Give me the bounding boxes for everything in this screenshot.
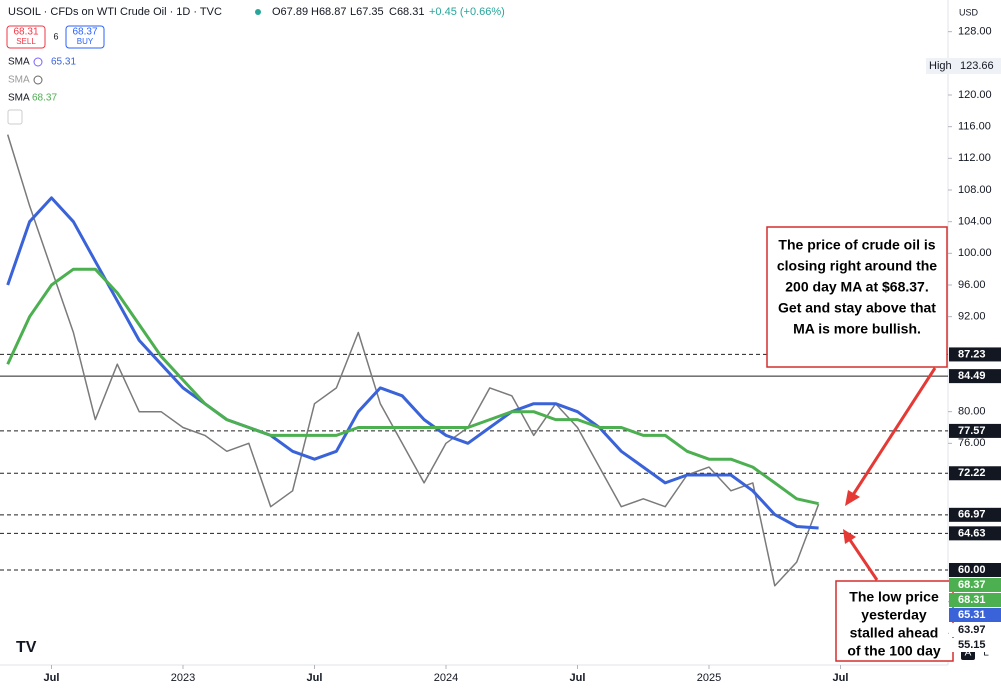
price-tag <box>949 608 1001 622</box>
auto-label: A <box>965 648 972 659</box>
annotation-text: 200 day MA at $68.37. <box>785 279 928 295</box>
indicator-name: SMA <box>8 57 30 68</box>
ohlc-open: O67.89 <box>272 6 308 18</box>
price-tag <box>949 423 1001 438</box>
price-tag-label: 68.31 <box>958 594 986 606</box>
x-tick-label: Jul <box>833 672 849 684</box>
price-tag-label: 84.49 <box>958 370 986 382</box>
header: USOIL · CFDs on WTI Crude Oil · 1D · TVC… <box>6 6 979 656</box>
price-tag <box>949 507 1001 522</box>
annotation-text: Get and stay above that <box>778 300 936 316</box>
annotation-box <box>835 580 954 662</box>
buy-button[interactable] <box>65 25 105 49</box>
plot <box>0 134 948 587</box>
price-tag <box>949 369 1001 384</box>
indicator-name: SMA <box>8 93 30 104</box>
annotation-text: of the 100 day <box>847 643 941 659</box>
arrow <box>849 367 937 499</box>
ohlc-close: C68.31 <box>389 6 424 18</box>
x-tick-label: Jul <box>307 672 323 684</box>
high-tag <box>926 58 1001 75</box>
ohlc-high: H68.87 <box>311 6 346 18</box>
ohlc-change: +0.45 (+0.66%) <box>429 6 505 18</box>
ohlc-low: L67.35 <box>350 6 384 18</box>
price-tag-label: 60.00 <box>958 564 986 576</box>
sell-price: 68.31 <box>13 27 38 38</box>
annotation-box <box>766 226 948 368</box>
y-tick-label: 96.00 <box>958 279 986 291</box>
arrow <box>846 536 879 581</box>
annotation-text: yesterday <box>861 607 927 623</box>
annotation-text: The low price <box>849 589 939 605</box>
price-line <box>6 134 820 587</box>
y-tick-label: 100.00 <box>958 247 992 259</box>
price-tag-label: 68.37 <box>958 579 986 591</box>
high-tag-text: High <box>929 60 952 72</box>
price-tag <box>949 623 1001 637</box>
status-dot <box>255 9 261 15</box>
price-tag <box>949 593 1001 607</box>
price-tag-label: 63.97 <box>958 624 986 636</box>
arrow-head <box>843 529 856 544</box>
price-tag-label: 64.63 <box>958 527 986 539</box>
x-tick-label: 2025 <box>697 672 721 684</box>
x-tick-label: 2023 <box>171 672 195 684</box>
annotation-text: closing right around the <box>777 258 937 274</box>
x-tick-label: 2024 <box>434 672 458 684</box>
annotation-2: The low price yesterday stalled ahead of… <box>835 529 954 662</box>
price-tag-label: 87.23 <box>958 348 986 360</box>
annotation-text: The price of crude oil is <box>778 237 935 253</box>
currency: USD <box>959 7 979 17</box>
buy-label: BUY <box>77 37 94 46</box>
price-tag-label: 55.15 <box>958 639 986 651</box>
y-tick-label: 92.00 <box>958 311 986 323</box>
high-tag-label: 123.66 <box>960 60 994 72</box>
tv-logo: TV <box>16 639 37 656</box>
moving-average <box>6 196 819 530</box>
annotation-text: stalled ahead <box>850 625 939 641</box>
price-tag <box>949 466 1001 481</box>
y-tick-label: 80.00 <box>958 406 986 418</box>
price-tag <box>949 638 1001 652</box>
y-tick-label: 108.00 <box>958 184 992 196</box>
indicator-value: 68.37 <box>32 93 57 104</box>
y-tick-label: 112.00 <box>958 152 991 164</box>
price-tag-label: 65.31 <box>958 609 986 621</box>
price-tag <box>949 563 1001 577</box>
buy-price: 68.37 <box>72 27 97 38</box>
indicator-value: 65.31 <box>51 57 76 68</box>
arrow-head <box>845 490 860 506</box>
indicator-icon <box>33 75 43 85</box>
moving-average <box>6 267 819 506</box>
y-tick-label: 128.00 <box>958 26 992 38</box>
annotation-1: The price of crude oil is closing right … <box>766 226 948 506</box>
collapse-button[interactable] <box>7 109 23 125</box>
price-tag <box>949 526 1001 541</box>
annotation-text: MA is more bullish. <box>793 321 921 337</box>
y-tick-label: 104.00 <box>958 216 992 228</box>
price-tag-label: 66.97 <box>958 509 986 521</box>
price-tag <box>949 578 1001 592</box>
price-tag <box>949 347 1001 362</box>
symbol: USOIL · CFDs on WTI Crude Oil · 1D · TVC <box>8 6 222 18</box>
spread: 6 <box>53 31 58 41</box>
y-tick-label: 120.00 <box>958 89 992 101</box>
log-label: L <box>983 648 989 659</box>
price-tag-label: 72.22 <box>958 467 986 479</box>
x-tick-label: Jul <box>570 672 586 684</box>
sell-button[interactable] <box>6 25 46 49</box>
y-tick-label: 76.00 <box>958 437 986 449</box>
indicator-name: SMA <box>8 75 30 86</box>
indicator-icon <box>33 57 43 67</box>
x-tick-label: Jul <box>44 672 60 684</box>
sell-label: SELL <box>16 37 36 46</box>
price-tag-label: 77.57 <box>958 425 986 437</box>
y-tick-label: 116.00 <box>958 121 991 133</box>
